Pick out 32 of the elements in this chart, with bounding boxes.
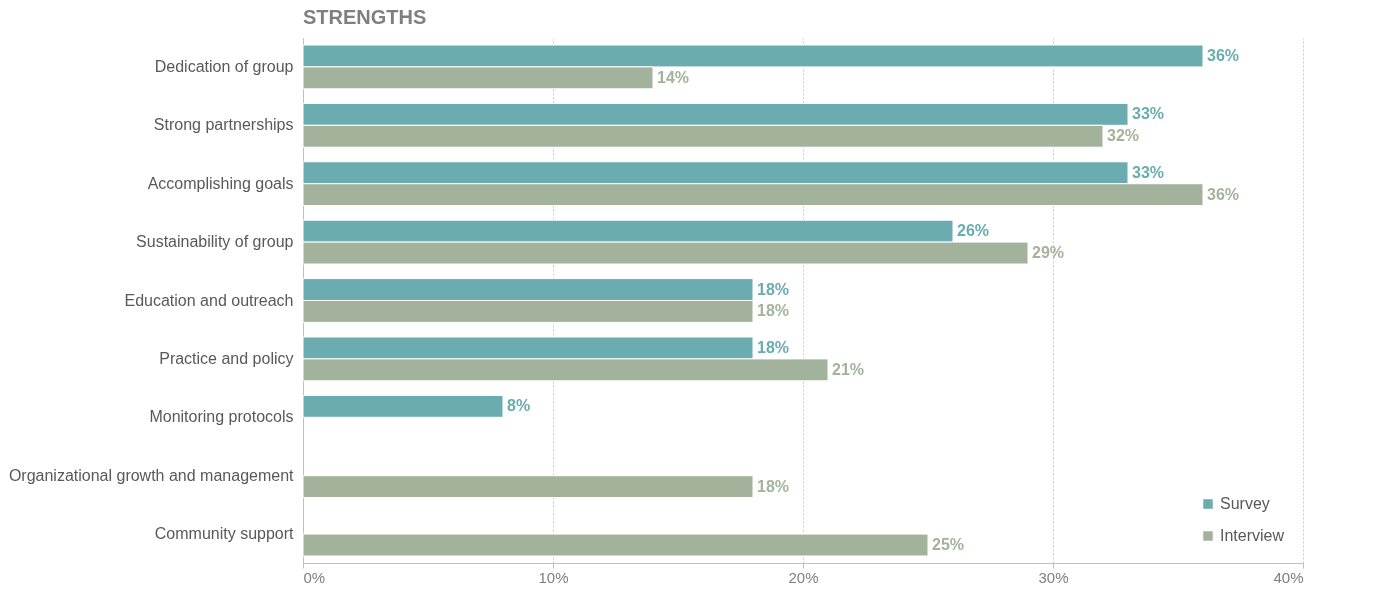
data-label: 33%: [1132, 163, 1165, 181]
data-label: 36%: [1207, 185, 1240, 203]
y-tick-label: Monitoring protocols: [149, 408, 294, 426]
y-tick-label: Sustainability of group: [136, 233, 294, 251]
data-label: 26%: [957, 222, 990, 240]
data-label: 8%: [507, 397, 531, 415]
x-tick-label: 30%: [1038, 568, 1069, 586]
data-label: 18%: [757, 280, 790, 298]
data-label: 29%: [1032, 244, 1065, 262]
data-label: 25%: [932, 536, 965, 554]
y-tick-label: Education and outreach: [124, 291, 294, 309]
data-label: 32%: [1107, 127, 1140, 145]
data-label: 18%: [757, 338, 790, 356]
legend-label: Survey: [1220, 495, 1270, 512]
y-tick-label: Strong partnerships: [153, 116, 294, 134]
x-tick-label: 10%: [538, 568, 569, 586]
x-tick-label: 20%: [788, 568, 819, 586]
chart-title: STRENGTHS: [303, 6, 427, 28]
y-tick-label: Community support: [154, 525, 295, 543]
y-tick-label: Accomplishing goals: [147, 174, 294, 192]
data-label: 36%: [1207, 46, 1240, 64]
data-label: 33%: [1132, 105, 1165, 123]
data-label: 18%: [757, 302, 790, 320]
data-label: 14%: [657, 68, 690, 86]
y-tick-label: Organizational growth and management: [8, 466, 295, 484]
x-tick-label: 40%: [1273, 568, 1304, 586]
y-tick-label: Practice and policy: [159, 349, 294, 367]
data-label: 21%: [832, 360, 865, 378]
legend-label: Interview: [1220, 527, 1285, 544]
data-label: 18%: [757, 477, 790, 495]
y-tick-label: Dedication of group: [154, 57, 294, 75]
x-tick-label: 0%: [303, 568, 326, 586]
